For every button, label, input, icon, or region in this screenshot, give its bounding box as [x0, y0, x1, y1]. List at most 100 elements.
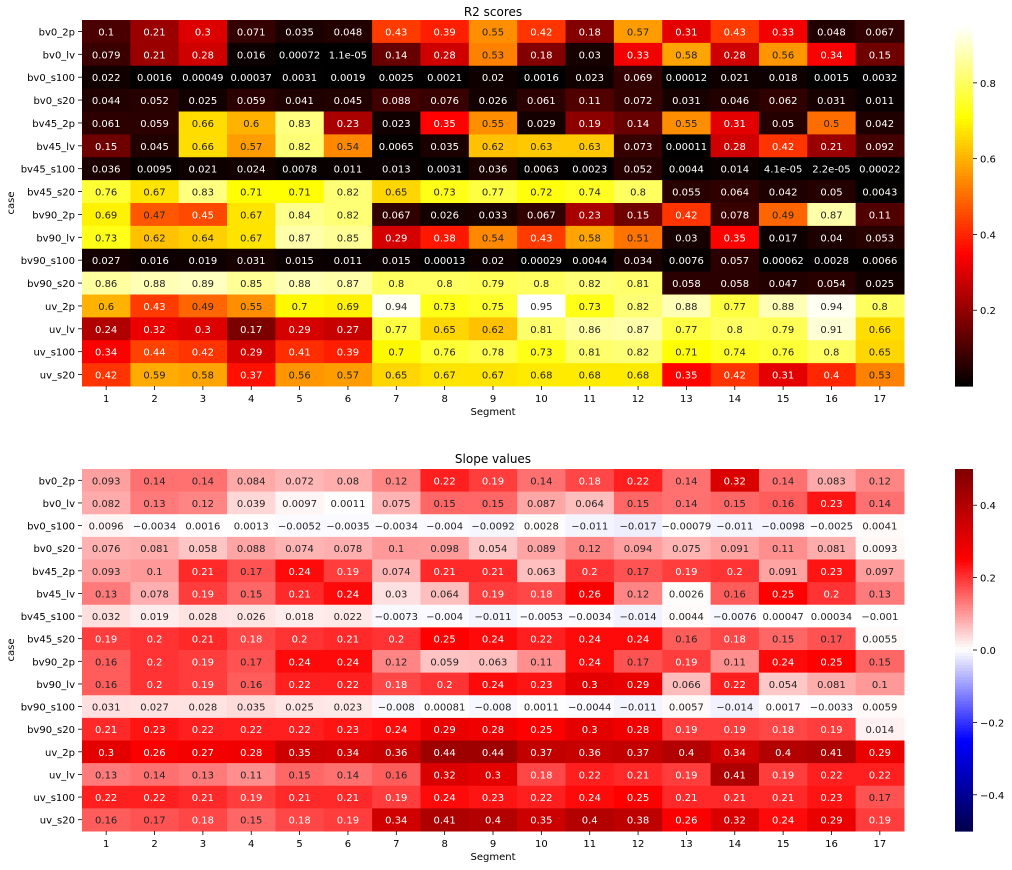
y-tick-label: bv90_lv: [36, 680, 75, 691]
colorbar-segment: [955, 815, 973, 820]
cell-value-label: 0.22: [143, 793, 165, 804]
cell-value-label: 0.81: [627, 279, 649, 290]
colorbar-segment: [955, 716, 973, 720]
heatmap-cell: [275, 717, 325, 741]
cell-value-label: 0.059: [140, 119, 169, 130]
cell-value-label: 0.24: [288, 567, 310, 578]
heatmap-cell: [420, 536, 470, 560]
heatmap-cell: [758, 491, 808, 515]
heatmap-cell: [130, 203, 180, 227]
heatmap-cell: [662, 363, 712, 387]
cell-value-label: 0.079: [92, 50, 121, 61]
heatmap-cell: [710, 88, 760, 112]
heatmap-cell: [468, 294, 518, 318]
heatmap-cell: [758, 20, 808, 44]
heatmap-cell: [82, 225, 131, 250]
heatmap-cell: [323, 559, 373, 583]
heatmap-cell: [275, 111, 325, 135]
cell-value-label: −0.008: [474, 703, 511, 714]
cell-value-label: 0.2: [292, 635, 308, 646]
colorbar-segment: [955, 595, 973, 600]
cell-value-label: 0.0021: [427, 73, 462, 84]
cell-value-label: 0.4: [485, 816, 501, 827]
cell-value-label: 0.0016: [185, 522, 220, 533]
heatmap-cell: [807, 42, 857, 67]
cell-value-label: 0.23: [820, 793, 842, 804]
cell-value-label: 0.0076: [669, 256, 704, 267]
heatmap-cell: [82, 469, 131, 493]
heatmap-cell: [517, 604, 567, 628]
colorbar-segment: [955, 203, 973, 207]
heatmap-cell: [323, 469, 373, 493]
heatmap-cell: [758, 785, 808, 809]
heatmap-cell: [468, 717, 518, 741]
cell-value-label: 0.47: [143, 210, 165, 221]
cell-value-label: 0.031: [92, 703, 121, 714]
cell-value-label: 0.011: [334, 165, 363, 176]
heatmap-cell: [758, 294, 808, 318]
heatmap-cell: [130, 582, 180, 606]
cell-value-label: −0.0052: [278, 522, 321, 533]
cell-value-label: 0.14: [143, 476, 165, 487]
colorbar-segment: [955, 341, 973, 345]
heatmap-cell: [82, 317, 131, 341]
y-tick-label: bv45_2p: [32, 119, 75, 130]
colorbar-segment: [955, 665, 973, 669]
cell-value-label: 0.025: [866, 279, 895, 290]
cell-value-label: 0.072: [285, 476, 314, 487]
cell-value-label: 0.3: [485, 770, 501, 781]
heatmap-cell: [372, 650, 421, 674]
heatmap-cell: [613, 695, 663, 719]
cell-value-label: 0.0057: [669, 703, 704, 714]
heatmap-cell: [420, 695, 470, 719]
cell-value-label: 0.8: [437, 279, 453, 290]
cell-value-label: 0.14: [192, 476, 214, 487]
cell-value-label: 0.55: [482, 119, 504, 130]
cell-value-label: 0.24: [95, 325, 117, 336]
cell-value-label: 0.26: [675, 816, 697, 827]
cell-value-label: 0.063: [479, 657, 508, 668]
cell-value-label: 0.83: [288, 119, 310, 130]
cell-value-label: 0.11: [240, 770, 262, 781]
heatmap-cell: [613, 672, 663, 696]
cell-value-label: 0.21: [192, 793, 214, 804]
colorbar-segment: [955, 523, 973, 527]
heatmap-cell: [565, 20, 615, 44]
heatmap-cell: [613, 808, 663, 832]
cell-value-label: 0.3: [195, 27, 211, 38]
heatmap-cell: [613, 42, 663, 67]
colorbar-segment: [955, 580, 973, 585]
heatmap-cell: [372, 763, 421, 787]
cell-value-label: 0.018: [285, 612, 314, 623]
cell-value-label: 0.03: [675, 233, 697, 244]
heatmap-cell: [468, 111, 518, 135]
cell-value-label: 0.22: [95, 793, 117, 804]
colorbar-segment: [955, 710, 973, 714]
cell-value-label: 0.0044: [669, 612, 704, 623]
heatmap-cell: [420, 134, 470, 158]
x-tick-label: 4: [248, 394, 254, 405]
colorbar-segment: [955, 143, 973, 147]
heatmap-cell: [130, 248, 180, 273]
cell-value-label: 0.14: [143, 770, 165, 781]
cell-value-label: 0.13: [95, 589, 117, 600]
heatmap-cell: [565, 180, 615, 204]
cell-value-label: 0.045: [140, 142, 169, 153]
heatmap-cell: [517, 248, 567, 273]
heatmap-cell: [275, 20, 325, 44]
heatmap-cell: [517, 42, 567, 67]
cell-value-label: 0.14: [869, 499, 891, 510]
heatmap-cell: [613, 491, 663, 515]
heatmap-cell: [517, 134, 567, 158]
cell-value-label: 0.013: [382, 165, 411, 176]
colorbar-segment: [955, 293, 973, 297]
heatmap-cell: [662, 469, 712, 493]
cell-value-label: 0.0016: [524, 73, 559, 84]
cell-value-label: 0.031: [672, 96, 701, 107]
heatmap-cell: [420, 514, 470, 538]
colorbar-segment: [955, 155, 973, 159]
heatmap-cell: [227, 363, 276, 387]
colorbar-segment: [955, 197, 973, 201]
heatmap-cell: [613, 604, 663, 628]
colorbar-segment: [955, 514, 973, 518]
